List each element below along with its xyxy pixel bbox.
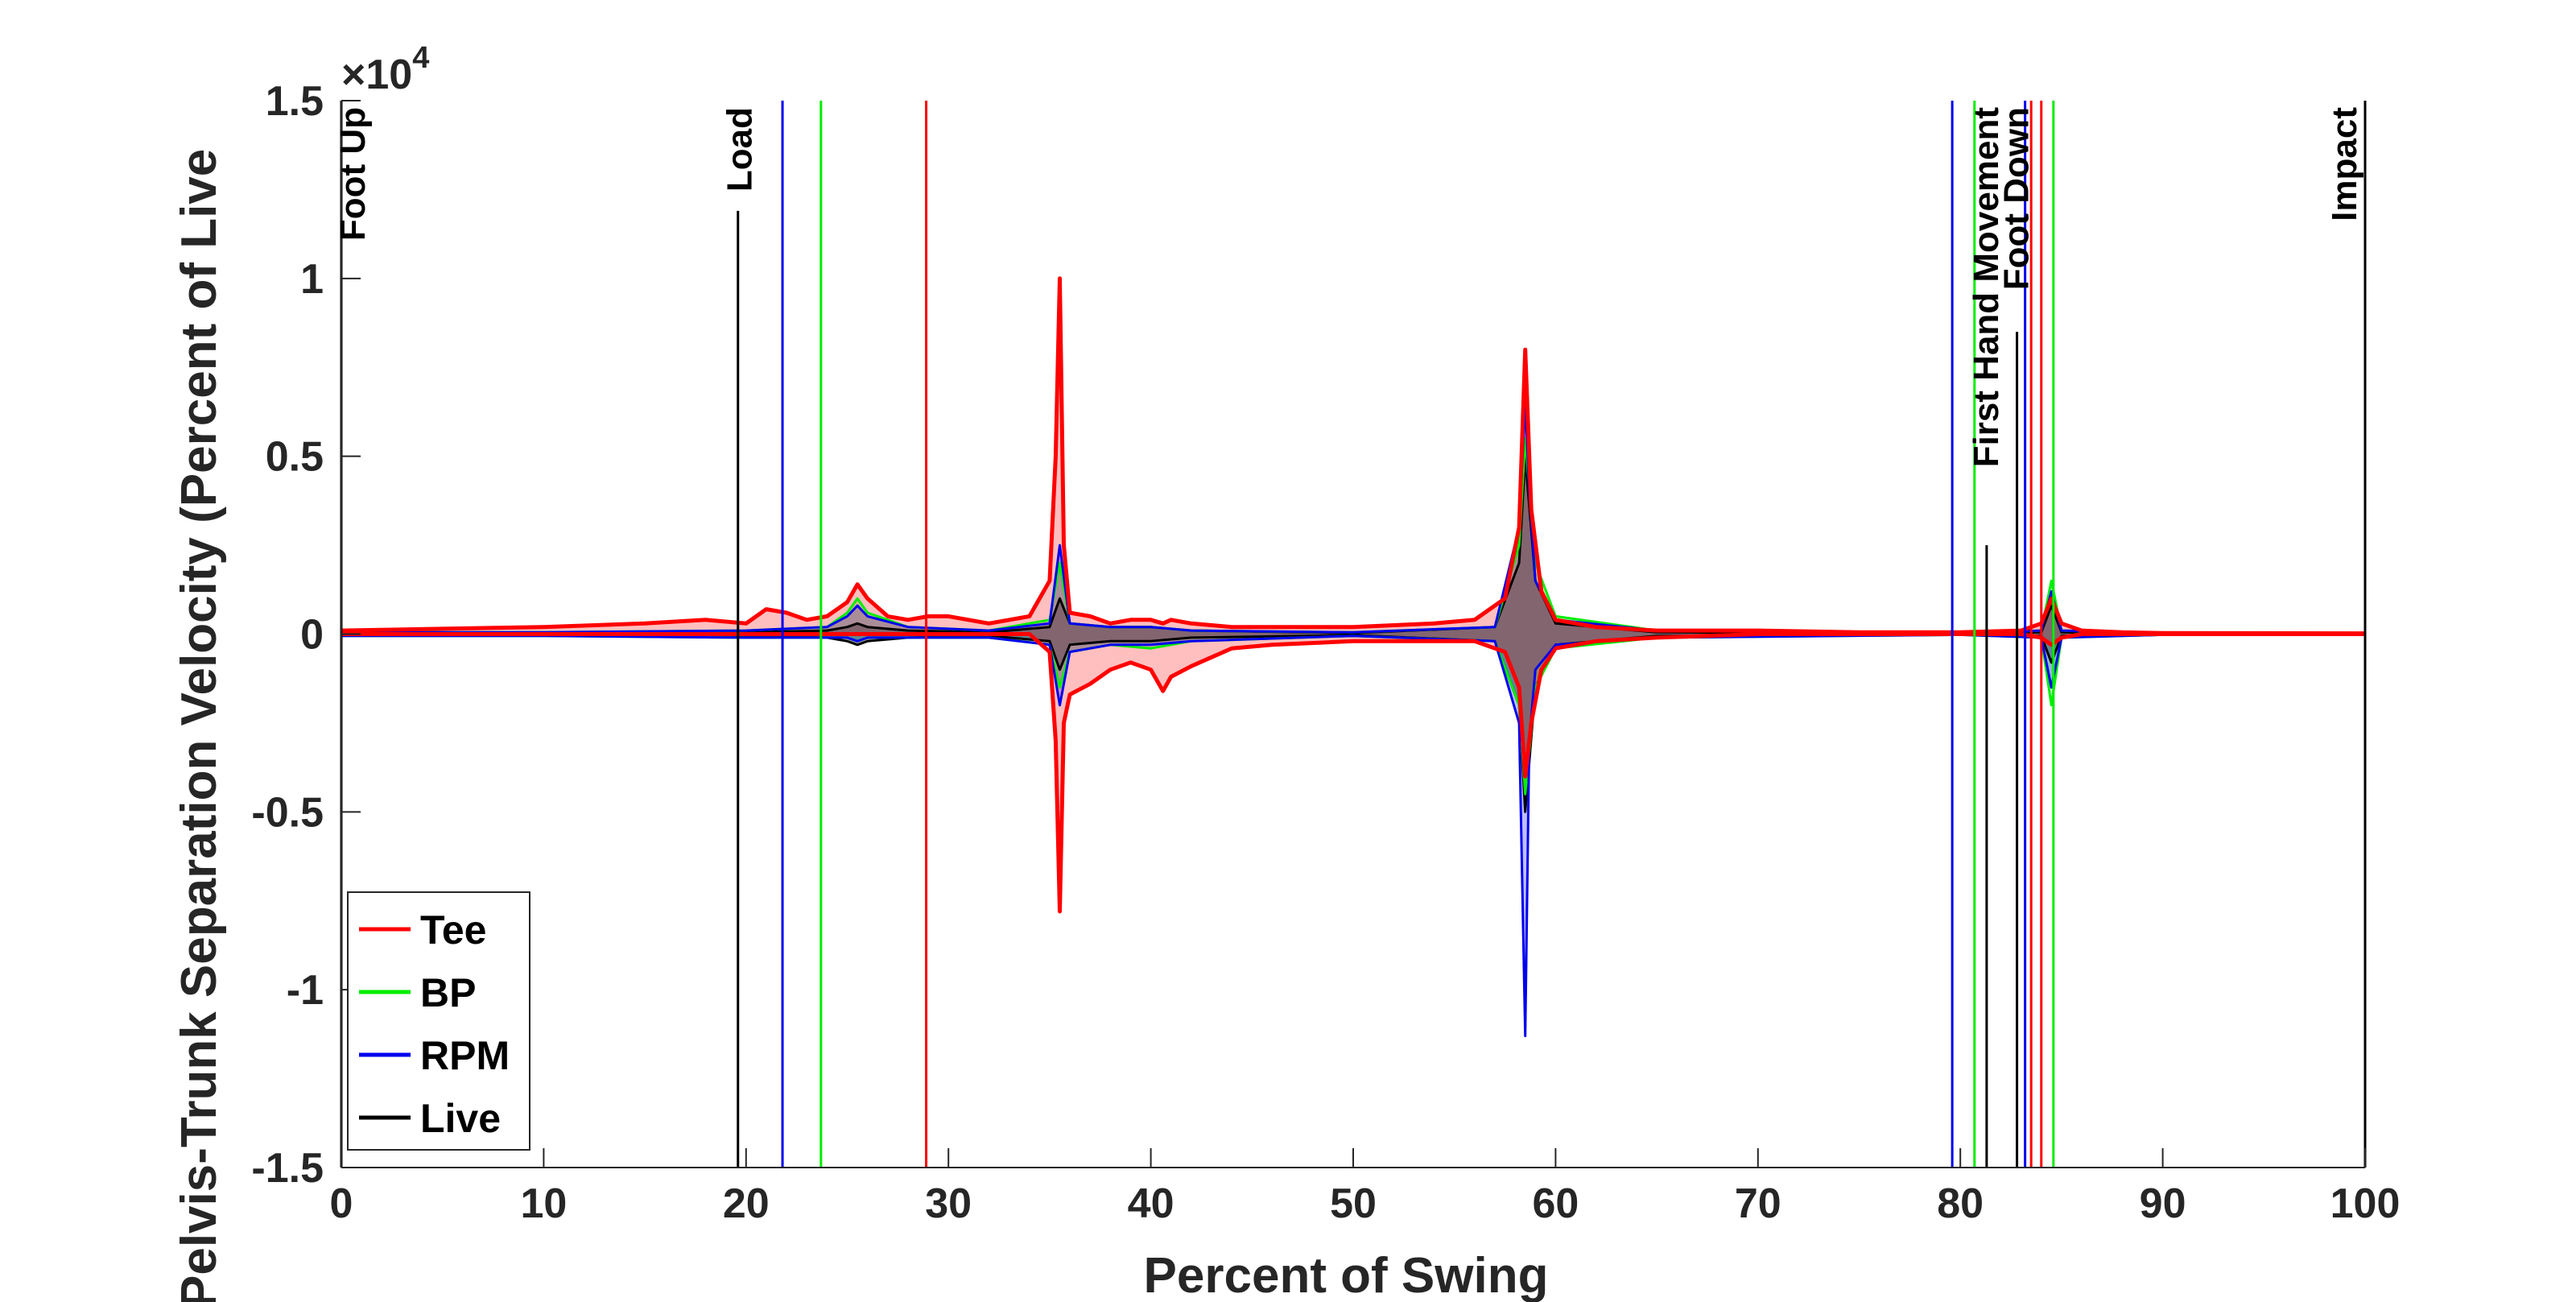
line-bp-lower (341, 633, 2366, 796)
y-tick-label: -0.5 (251, 789, 324, 836)
y-tick-label: 1.5 (266, 78, 324, 125)
legend-label-rpm: RPM (420, 1033, 510, 1078)
axes (341, 100, 2366, 1168)
x-tick-label: 80 (1937, 1180, 1984, 1227)
y-tick-label: -1.5 (251, 1145, 324, 1192)
legend: Tee BP RPM Live (347, 891, 530, 1151)
y-tick-label: -1 (287, 967, 324, 1014)
y-exponent-label: ×104 (341, 41, 429, 98)
event-label: Impact (2325, 107, 2364, 221)
x-tick-label: 100 (2330, 1180, 2401, 1227)
band-bp (341, 438, 2365, 795)
x-tick-label: 0 (330, 1180, 353, 1227)
x-tick-label: 30 (925, 1180, 972, 1227)
line-live-lower (341, 633, 2365, 813)
band-tee (341, 278, 2365, 911)
x-tick-label: 40 (1128, 1180, 1174, 1227)
legend-label-tee: Tee (420, 907, 486, 953)
legend-box (347, 891, 530, 1151)
line-tee-lower (341, 632, 2365, 914)
x-tick-label: 20 (723, 1180, 770, 1227)
legend-label-bp: BP (420, 970, 476, 1015)
x-axis-title: Percent of Swing (1144, 1248, 1549, 1302)
line-bp-upper (341, 437, 2366, 635)
series-bands (341, 278, 2365, 1036)
band-rpm (341, 403, 2365, 1036)
event-lines (340, 101, 2367, 1168)
x-tick-label: 70 (1735, 1180, 1781, 1227)
event-label: Foot Up (333, 107, 373, 241)
event-label: First Hand Movement (1967, 107, 2006, 468)
y-tick-label: 1 (300, 256, 324, 303)
y-tick-label: 0 (300, 612, 324, 659)
y-axis-title: Pelvis-Trunk Separation Velocity (Percen… (171, 149, 227, 1302)
event-label: Load (720, 107, 759, 192)
line-rpm-upper (341, 401, 2366, 635)
event-label: Foot Down (1997, 107, 2037, 290)
line-rpm-lower (341, 633, 2366, 1038)
line-tee-upper (341, 276, 2366, 636)
y-tick-label: 0.5 (266, 434, 324, 481)
series-lines (341, 276, 2366, 1038)
x-tick-label: 60 (1532, 1180, 1579, 1227)
line-live-upper (341, 455, 2365, 635)
legend-label-live: Live (420, 1096, 501, 1141)
x-tick-label: 90 (2140, 1180, 2186, 1227)
x-tick-label: 10 (520, 1180, 567, 1227)
x-tick-label: 50 (1330, 1180, 1377, 1227)
tick-labels: 0 10 20 30 40 50 60 70 80 90 100 1.5 1 0.5 0 -0.5 -1 -1.5 (251, 78, 2400, 1227)
